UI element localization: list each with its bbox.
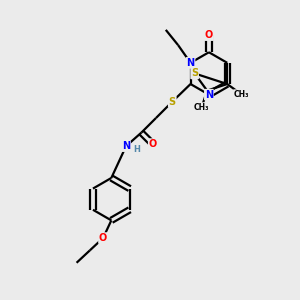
Text: S: S: [191, 68, 198, 78]
Text: N: N: [122, 141, 130, 151]
Text: N: N: [205, 90, 213, 100]
Text: O: O: [149, 139, 157, 149]
Text: O: O: [99, 233, 107, 243]
Text: S: S: [169, 97, 176, 107]
Text: H: H: [133, 145, 140, 154]
Text: N: N: [187, 58, 195, 68]
Text: CH₃: CH₃: [234, 90, 249, 99]
Text: CH₃: CH₃: [194, 103, 209, 112]
Text: O: O: [205, 30, 213, 40]
